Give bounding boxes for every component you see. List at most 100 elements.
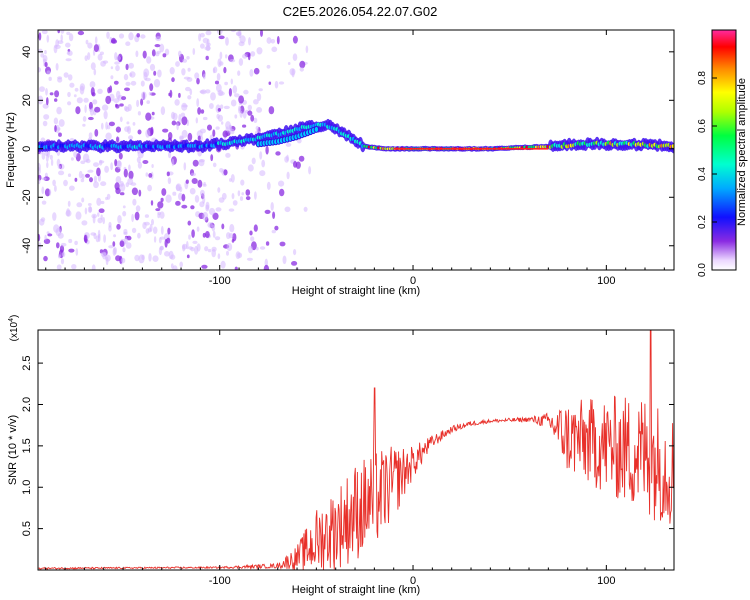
noise-speckle [205,201,210,210]
noise-speckle [235,31,242,36]
noise-speckle [266,64,271,69]
noise-speckle [125,63,129,71]
noise-speckle [196,78,200,85]
x-tick-label: -100 [209,275,231,287]
noise-speckle [148,252,152,262]
noise-speckle [256,93,262,101]
noise-speckle [76,202,83,208]
snr-x-label: Height of straight line (km) [292,584,420,596]
noise-speckle [234,93,240,98]
noise-speckle [208,207,216,216]
noise-speckle [75,211,82,220]
noise-speckle [209,103,214,109]
noise-speckle [92,99,98,105]
noise-speckle [120,257,126,264]
noise-speckle [93,181,99,189]
noise-speckle [55,227,62,237]
noise-speckle [125,81,131,86]
snr-y-scale-exp: 4 [8,318,15,322]
noise-speckle [249,230,253,236]
noise-speckle [237,190,241,197]
noise-speckle [217,108,222,112]
noise-speckle [230,174,235,183]
noise-speckle [284,156,289,163]
noise-speckle [118,152,123,160]
noise-speckle [84,207,88,215]
noise-speckle [148,173,153,178]
noise-speckle [38,166,41,176]
y-tick-label: 1.5 [21,438,33,453]
noise-speckle [143,71,148,81]
noise-speckle [259,246,266,250]
noise-speckle [228,124,232,134]
noise-speckle [272,211,276,219]
noise-speckle [157,201,164,209]
noise-speckle [285,142,292,147]
noise-speckle [124,105,128,112]
noise-speckle [146,100,150,104]
noise-speckle [71,264,77,270]
noise-speckle [187,95,192,100]
noise-speckle [78,170,83,179]
noise-speckle [46,70,51,75]
noise-speckle [199,32,205,38]
noise-speckle [74,240,78,246]
noise-speckle [196,226,200,232]
noise-speckle [167,177,172,185]
noise-speckle [129,73,133,77]
noise-speckle [102,60,109,64]
noise-speckle [198,33,202,42]
noise-speckle [223,66,227,74]
noise-speckle [97,88,103,95]
noise-speckle [271,46,278,53]
noise-speckle [210,92,216,101]
noise-speckle [270,39,276,44]
noise-speckle [127,125,131,134]
noise-speckle [116,136,119,143]
noise-speckle [75,248,79,256]
noise-speckle [255,246,259,251]
noise-speckle [76,97,83,104]
noise-speckle [178,92,181,98]
noise-speckle [202,73,206,80]
noise-speckle [105,121,108,130]
noise-speckle [131,227,137,234]
noise-speckle [199,201,205,208]
noise-speckle [205,231,210,238]
ridge-cell [671,144,674,149]
x-tick-label: 0 [410,575,416,587]
noise-speckle [259,170,266,177]
noise-speckle [87,169,94,173]
noise-speckle [70,157,74,161]
noise-speckle [69,82,75,88]
noise-speckle [96,167,101,177]
snr-y-scale: (x104) [8,315,20,342]
noise-speckle [166,171,170,177]
noise-speckle [186,254,190,259]
noise-speckle [94,106,101,113]
noise-speckle [171,158,175,167]
noise-speckle [162,128,169,133]
noise-speckle [127,178,134,185]
noise-speckle [117,215,122,224]
noise-speckle [178,113,182,123]
noise-speckle [205,30,212,36]
noise-speckle [54,90,60,98]
spectrogram-panel: -100 0 100 -40 -20 0 20 40 Height of straight l… [5,29,675,297]
noise-speckle [181,68,186,76]
noise-speckle [258,88,263,92]
noise-speckle [119,103,124,107]
noise-speckle [125,41,131,46]
noise-speckle [265,145,269,155]
noise-speckle [68,238,73,244]
noise-speckle [54,185,57,192]
noise-speckle [116,160,122,170]
noise-speckle [223,169,228,176]
colorbar-tick-label: 0.2 [697,215,708,229]
noise-speckle [218,197,225,203]
noise-speckle [85,39,89,45]
noise-speckle [115,126,121,133]
noise-speckle [216,83,222,93]
noise-speckle [48,189,52,196]
noise-speckle [225,54,228,59]
